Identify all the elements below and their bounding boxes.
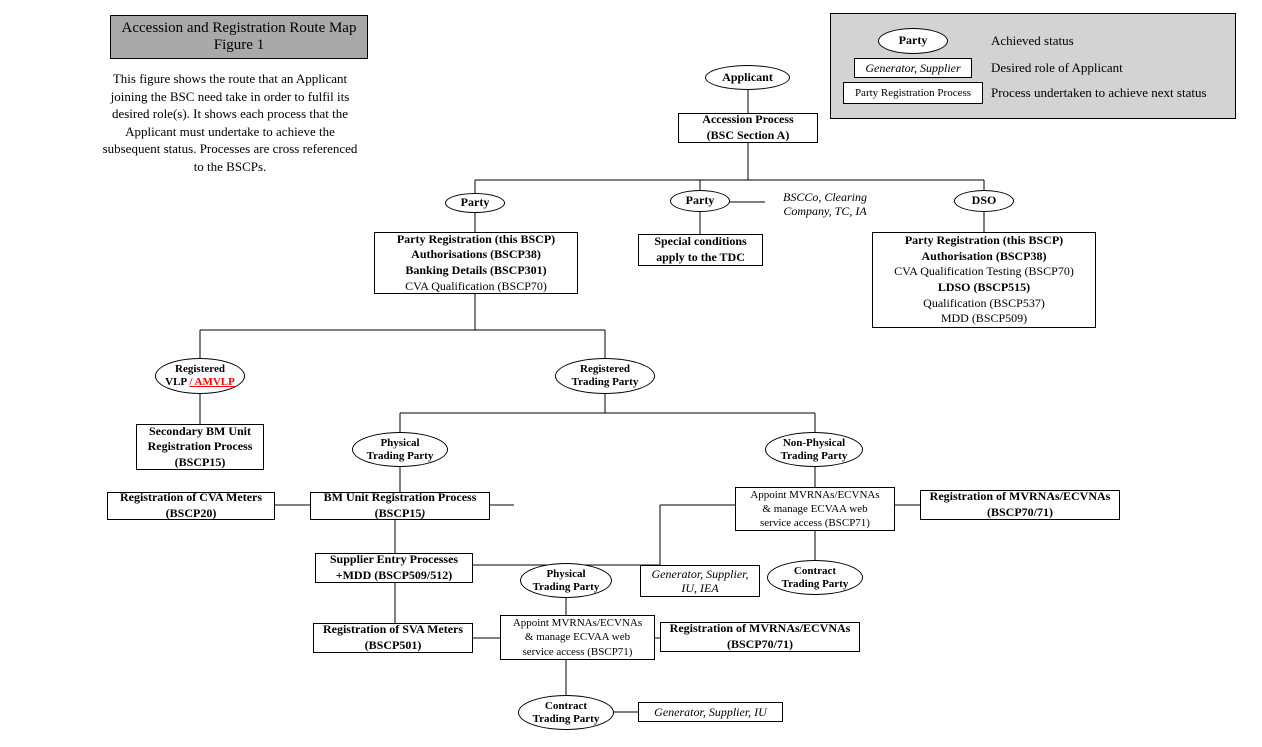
party-registration-right-box: Party Registration (this BSCP) Authorisa… [872,232,1096,328]
contract-tp-bottom-oval: ContractTrading Party [518,695,614,730]
nonphysical-tp-oval: Non-PhysicalTrading Party [765,432,863,467]
legend-box: Party Achieved status Generator, Supplie… [830,13,1236,119]
appoint-right-label: Appoint MVRNAs/ECVNAs& manage ECVAA webs… [750,488,879,531]
legend-process-example: Party Registration Process [855,86,971,100]
legend-role-example: Generator, Supplier [865,61,960,76]
phys-tp2-role-label: Generator, Supplier,IU, IEA [652,567,749,596]
legend-party-label: Party [899,34,928,48]
reg-trading-party-label: RegisteredTrading Party [572,363,639,388]
legend-party-oval: Party [878,28,948,54]
party-reg-right-l2: Authorisation (BSCP38) [921,249,1046,265]
legend-achieved-status: Achieved status [983,33,1223,49]
contract-tp-bottom-role-label: Generator, Supplier, IU [654,705,767,720]
reg-sva-box: Registration of SVA Meters(BSCP501) [313,623,473,653]
bmu-reg-tail: ) [421,506,425,520]
physical-tp2-oval: PhysicalTrading Party [520,563,612,598]
reg-vlp-l2: VLP [165,376,189,388]
phys-tp2-role: Generator, Supplier,IU, IEA [640,565,760,597]
reg-vlp-l1: Registered [175,363,225,375]
accession-process-label: Accession Process(BSC Section A) [702,112,793,143]
legend-role-box: Generator, Supplier [854,58,972,78]
contract-tp-bottom-role: Generator, Supplier, IU [638,702,783,722]
nonphysical-tp-label: Non-PhysicalTrading Party [781,437,848,462]
dso-oval: DSO [954,190,1014,212]
physical-tp-label: PhysicalTrading Party [367,437,434,462]
accession-process-box: Accession Process(BSC Section A) [678,113,818,143]
special-conditions-label: Special conditionsapply to the TDC [654,234,746,265]
appoint-mid-box: Appoint MVRNAs/ECVNAs& manage ECVAA webs… [500,615,655,660]
appoint-mid-label: Appoint MVRNAs/ECVNAs& manage ECVAA webs… [513,616,642,659]
reg-sva-label: Registration of SVA Meters(BSCP501) [323,622,463,653]
party-mid-label: Party [686,194,715,208]
legend-process-desc: Process undertaken to achieve next statu… [983,86,1223,101]
party-reg-right-l6: MDD (BSCP509) [941,311,1027,327]
physical-tp2-label: PhysicalTrading Party [533,568,600,593]
party-reg-left-l3: Banking Details (BSCP301) [405,263,546,279]
legend-process-box: Party Registration Process [843,82,983,104]
party-left-label: Party [461,196,490,210]
reg-mvrna-mid-label: Registration of MVRNAs/ECVNAs(BSCP70/71) [670,621,851,652]
party-reg-right-l4: LDSO (BSCP515) [938,280,1030,296]
party-reg-left-l1: Party Registration (this BSCP) [397,232,555,248]
figure-title-box: Accession and Registration Route MapFigu… [110,15,368,59]
supplier-entry-box: Supplier Entry Processes+MDD (BSCP509/51… [315,553,473,583]
reg-mvrna-right-label: Registration of MVRNAs/ECVNAs(BSCP70/71) [930,489,1111,520]
secondary-bmu-label: Secondary BM UnitRegistration Process(BS… [148,424,253,471]
special-conditions-box: Special conditionsapply to the TDC [638,234,763,266]
reg-cva-box: Registration of CVA Meters(BSCP20) [107,492,275,520]
party-reg-left-l2: Authorisations (BSCP38) [411,247,541,263]
reg-mvrna-right-box: Registration of MVRNAs/ECVNAs(BSCP70/71) [920,490,1120,520]
contract-tp-right-label: ContractTrading Party [782,565,849,590]
party-mid-oval: Party [670,190,730,212]
figure-description: This figure shows the route that an Appl… [100,70,360,175]
bmu-reg-label: BM Unit Registration Process(BSCP15 [324,490,477,520]
figure-title: Accession and Registration Route MapFigu… [122,20,357,53]
secondary-bmu-box: Secondary BM UnitRegistration Process(BS… [136,424,264,470]
reg-mvrna-mid-box: Registration of MVRNAs/ECVNAs(BSCP70/71) [660,622,860,652]
dso-label: DSO [972,194,997,208]
party-reg-right-l1: Party Registration (this BSCP) [905,233,1063,249]
party-reg-right-l5: Qualification (BSCP537) [923,296,1045,312]
reg-cva-label: Registration of CVA Meters(BSCP20) [120,490,262,521]
reg-vlp-l3: / AMVLP [189,376,235,388]
party-reg-left-l4: CVA Qualification (BSCP70) [405,279,547,295]
registered-vlp-oval: Registered VLP / AMVLP [155,358,245,394]
contract-tp-right-oval: ContractTrading Party [767,560,863,595]
appoint-right-box: Appoint MVRNAs/ECVNAs& manage ECVAA webs… [735,487,895,531]
registered-trading-party-oval: RegisteredTrading Party [555,358,655,394]
party-reg-right-l3: CVA Qualification Testing (BSCP70) [894,264,1074,280]
party-registration-left-box: Party Registration (this BSCP) Authorisa… [374,232,578,294]
applicant-oval: Applicant [705,65,790,90]
party-left-oval: Party [445,193,505,213]
legend-desired-role: Desired role of Applicant [983,60,1223,76]
physical-tp-oval: PhysicalTrading Party [352,432,448,467]
contract-tp-bottom-label: ContractTrading Party [533,700,600,725]
bmu-reg-box: BM Unit Registration Process(BSCP15) [310,492,490,520]
applicant-label: Applicant [722,71,773,85]
party-role-note: BSCCo, ClearingCompany, TC, IA [765,190,885,219]
supplier-entry-label: Supplier Entry Processes+MDD (BSCP509/51… [330,552,458,583]
